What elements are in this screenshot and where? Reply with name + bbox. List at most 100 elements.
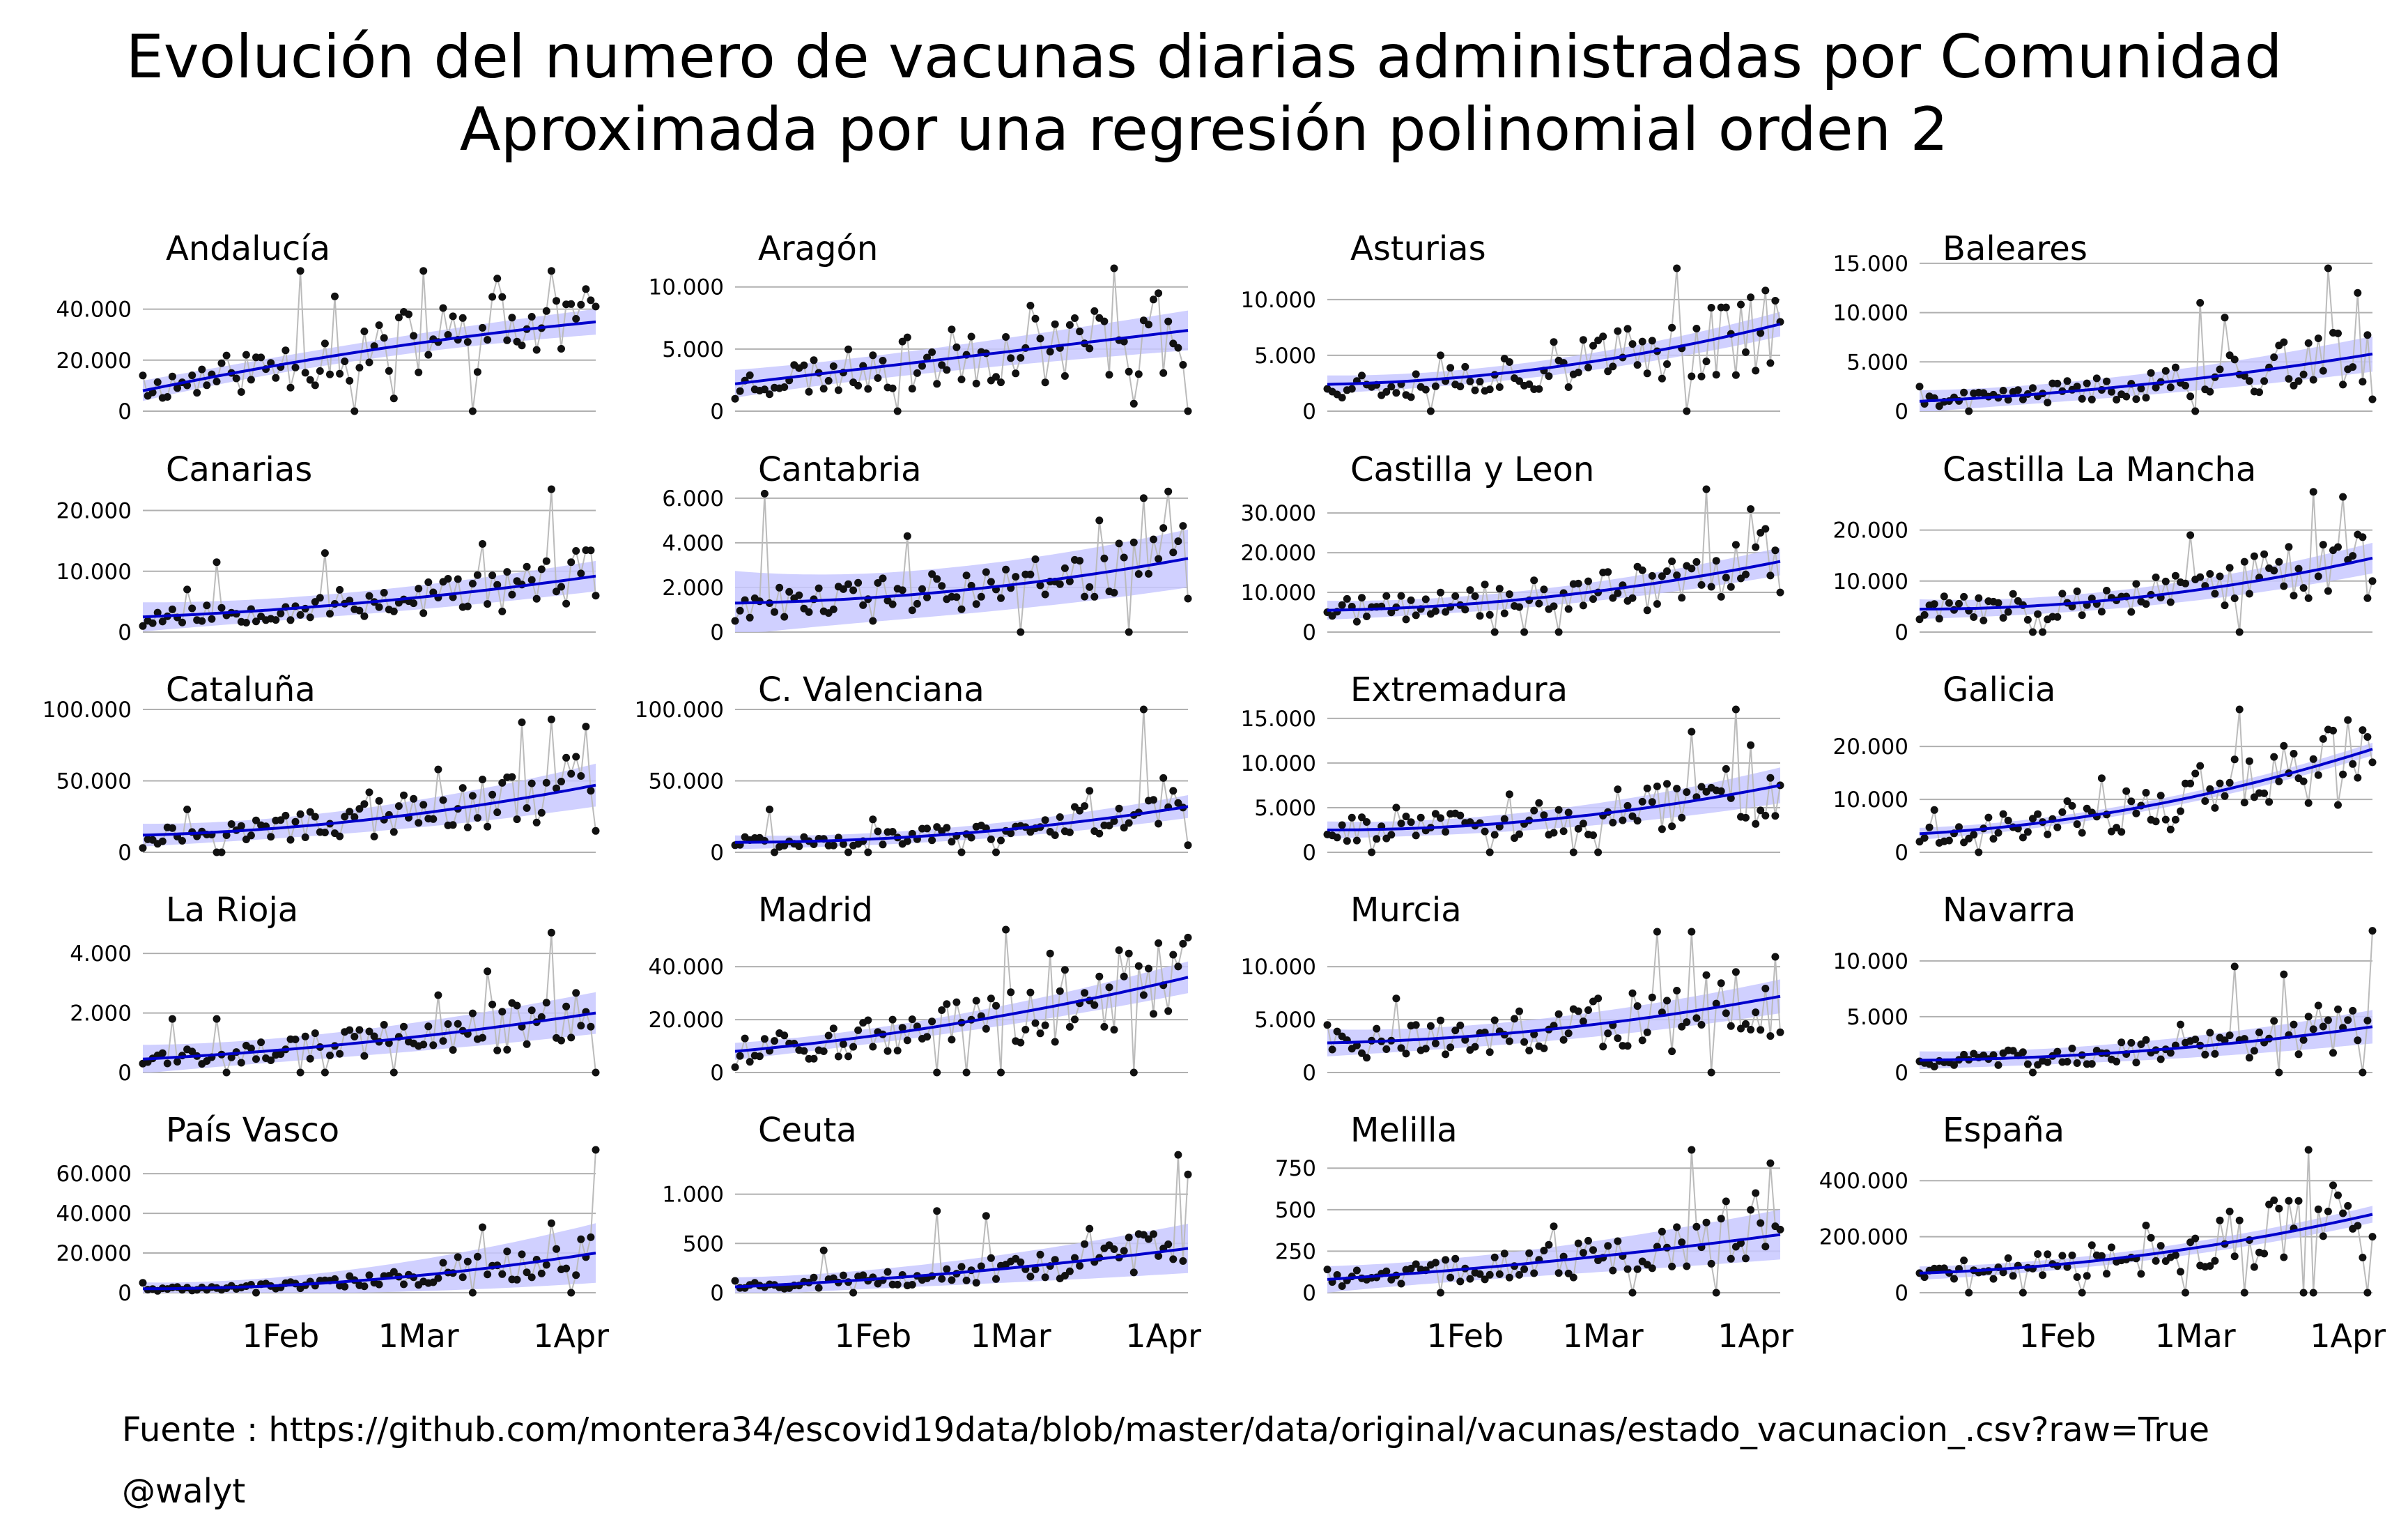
data-point [1382,1267,1391,1275]
data-point [1564,383,1573,391]
data-point [923,593,931,601]
data-point [1076,806,1084,815]
data-point [1026,570,1035,578]
data-point [1338,394,1346,402]
data-point [173,384,181,392]
confidence-band [735,961,1188,1060]
data-point [1574,369,1582,376]
data-point [2235,705,2244,714]
data-point [2117,1038,2126,1047]
data-point [1554,1010,1563,1018]
data-point [2004,608,2012,616]
data-point [1638,566,1646,574]
data-point [1090,307,1099,315]
data-point [1663,780,1671,788]
data-point [2127,797,2136,806]
y-tick-label: 0 [1302,1061,1316,1086]
data-point [1776,588,1784,597]
data-point [1663,360,1671,368]
data-point [1086,787,1094,795]
data-point [2359,1068,2367,1077]
data-point [2363,331,2372,339]
data-point [780,383,789,391]
data-point [1110,1026,1118,1034]
data-point [1392,994,1400,1003]
data-point [1599,1043,1607,1051]
data-point [1731,705,1740,714]
data-point [2354,289,2362,297]
data-point [1041,590,1049,599]
data-point [222,351,231,360]
data-point [217,359,226,367]
y-tick-label: 5.000 [1846,1005,1908,1030]
data-point [2216,572,2224,581]
data-point [2068,1251,2076,1259]
data-point [736,387,744,395]
data-point [1930,600,1938,608]
data-point [2083,379,2091,387]
data-point [2092,374,2101,383]
data-point [1623,1042,1632,1050]
data-point [1466,1275,1474,1283]
data-point [2245,590,2253,598]
data-point [1081,802,1089,810]
data-point [1975,594,1983,602]
data-point [1169,951,1178,959]
data-point [2014,386,2022,394]
data-point [321,1068,329,1077]
confidence-band [735,1224,1188,1293]
data-point [434,991,442,999]
data-point [1155,820,1163,828]
data-point [1095,829,1104,838]
data-point [311,1029,319,1038]
data-point [429,1041,438,1050]
data-point [1426,1022,1435,1030]
data-point [982,1024,990,1033]
data-point [557,345,565,353]
data-point [1717,1215,1725,1223]
data-point [933,1068,941,1077]
data-point [2299,370,2308,378]
data-point [468,407,477,415]
data-point [1036,581,1044,590]
data-point [400,791,408,799]
y-tick-label: 5.000 [662,337,724,362]
data-point [1071,314,1079,322]
data-point [893,407,902,415]
data-point [908,606,916,615]
data-point [1950,1275,1958,1283]
confidence-band [1327,547,1780,620]
data-point [2152,817,2160,826]
panel-title: C. Valenciana [758,670,985,709]
data-point [1915,615,1924,624]
data-point [1125,628,1133,636]
data-point [997,836,1005,845]
data-point [1086,344,1094,353]
data-point [869,617,877,625]
data-point [498,1008,507,1016]
data-point [952,998,961,1006]
data-point [2053,1047,2062,1056]
data-point [1731,541,1740,549]
data-point [1363,818,1371,826]
data-point [527,576,536,584]
data-point [2166,1049,2175,1057]
data-point [1387,383,1396,391]
data-point [1446,1273,1455,1282]
data-point [1945,599,1953,607]
panel: 0 5.000 10.000 Murcia [1241,891,1784,1086]
data-point [2142,1036,2150,1044]
data-point [1722,1197,1730,1206]
data-point [997,1068,1005,1077]
data-point [380,589,388,597]
data-point [2304,339,2313,347]
data-point [2206,570,2214,578]
data-point [2324,264,2332,272]
data-point [1338,1282,1346,1290]
data-point [1915,383,1924,391]
data-point [365,592,373,600]
data-point [503,336,511,344]
data-point [1145,964,1152,973]
data-point [463,1257,472,1266]
data-point [2363,1017,2372,1024]
